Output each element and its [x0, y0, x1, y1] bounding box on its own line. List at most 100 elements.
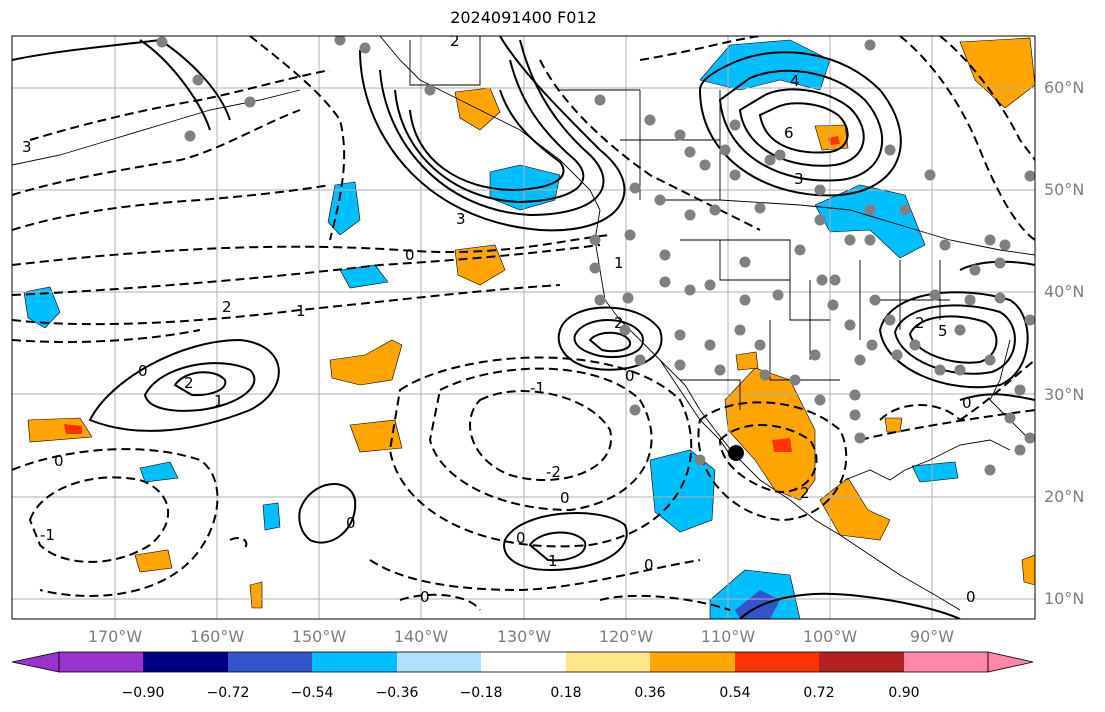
colorbar-extend-max [987, 651, 1034, 673]
station-marker [814, 394, 826, 406]
station-marker [772, 289, 784, 301]
station-marker [994, 257, 1006, 269]
station-marker [854, 432, 866, 444]
colorbar-swatch [650, 652, 735, 672]
contour-label: 0 [138, 362, 148, 380]
contour-label: 0 [644, 556, 654, 574]
station-marker [589, 234, 601, 246]
lat-label: 60°N [1044, 78, 1084, 97]
station-marker [814, 184, 826, 196]
station-marker [924, 169, 936, 181]
station-marker [729, 119, 741, 131]
colorbar-tick-label: −0.36 [376, 685, 419, 701]
colorbar-tick-label: 0.18 [550, 685, 581, 701]
contour-label: 3 [456, 210, 466, 228]
station-marker [954, 324, 966, 336]
station-marker [644, 114, 656, 126]
station-marker [999, 239, 1011, 251]
station-marker [764, 154, 776, 166]
station-marker [619, 324, 631, 336]
station-marker [624, 229, 636, 241]
station-marker [844, 234, 856, 246]
station-marker [739, 256, 751, 268]
station-marker [909, 339, 921, 351]
contour-label: 2 [915, 314, 925, 332]
colorbar-tick-label: 0.36 [634, 685, 665, 701]
lat-label: 20°N [1044, 487, 1084, 506]
contour-label: 3 [22, 138, 32, 156]
station-marker [1024, 314, 1035, 326]
station-markers [156, 36, 1035, 476]
contour-label: 6 [784, 124, 794, 142]
station-marker [754, 202, 766, 214]
colorbar-tick-label: 0.90 [888, 685, 919, 701]
station-marker [734, 324, 746, 336]
contour-label: 0 [346, 514, 356, 532]
station-marker [854, 354, 866, 366]
colorbar-tick-label: −0.72 [207, 685, 250, 701]
station-marker [684, 209, 696, 221]
station-marker [622, 292, 634, 304]
contour-label: 0 [54, 452, 64, 470]
station-marker [674, 329, 686, 341]
station-marker [634, 354, 646, 366]
lon-label: 100°W [803, 627, 858, 646]
chart-title: 2024091400 F012 [450, 8, 597, 27]
map-frame [11, 35, 1036, 620]
colorbar-swatch [228, 652, 312, 672]
lon-label: 150°W [292, 627, 347, 646]
station-marker [814, 214, 826, 226]
station-marker [659, 249, 671, 261]
station-marker [929, 289, 941, 301]
colorbar-tick-label: −0.90 [122, 685, 165, 701]
contour-label: 2 [184, 374, 194, 392]
station-marker [864, 234, 876, 246]
colorbar-tick-label: −0.18 [460, 685, 503, 701]
lon-label: 160°W [190, 627, 245, 646]
colorbar-swatch [397, 652, 481, 672]
station-marker [184, 130, 196, 142]
station-marker [719, 144, 731, 156]
station-marker [829, 274, 841, 286]
station-marker [809, 349, 821, 361]
station-marker [964, 294, 976, 306]
station-marker [994, 292, 1006, 304]
station-marker [594, 294, 606, 306]
lon-label: 110°W [701, 627, 756, 646]
station-marker [359, 42, 371, 54]
contour-label: 0 [516, 529, 526, 547]
station-marker [659, 276, 671, 288]
colorbar-swatch [143, 652, 228, 672]
anomaly-fills [23, 37, 1035, 619]
colorbar-tick-label: −0.54 [291, 685, 334, 701]
station-marker [884, 314, 896, 326]
colorbar-swatch [735, 652, 819, 672]
contour-label: 1 [614, 254, 624, 272]
station-marker [954, 364, 966, 376]
station-marker [866, 339, 878, 351]
contour-label: 1 [296, 302, 306, 320]
station-marker [794, 244, 806, 256]
station-marker [589, 262, 601, 274]
station-marker [694, 454, 706, 466]
contour-label: 2 [222, 298, 232, 316]
station-marker [891, 349, 903, 361]
station-marker [334, 36, 346, 46]
station-marker [849, 389, 861, 401]
station-marker [729, 169, 741, 181]
station-marker [1004, 412, 1016, 424]
station-marker [1014, 384, 1026, 396]
station-marker [156, 36, 168, 48]
colorbar [11, 651, 1034, 673]
negative-contours [12, 36, 1035, 611]
station-marker [739, 294, 751, 306]
contour-label: 4 [790, 72, 800, 90]
station-marker [984, 464, 996, 476]
station-marker [984, 354, 996, 366]
station-marker [704, 279, 716, 291]
colorbar-tick-label: 0.72 [803, 685, 834, 701]
colorbar-swatch [904, 652, 988, 672]
colorbar-swatch [819, 652, 904, 672]
colorbar-tick-label: 0.54 [719, 685, 750, 701]
station-marker [674, 359, 686, 371]
